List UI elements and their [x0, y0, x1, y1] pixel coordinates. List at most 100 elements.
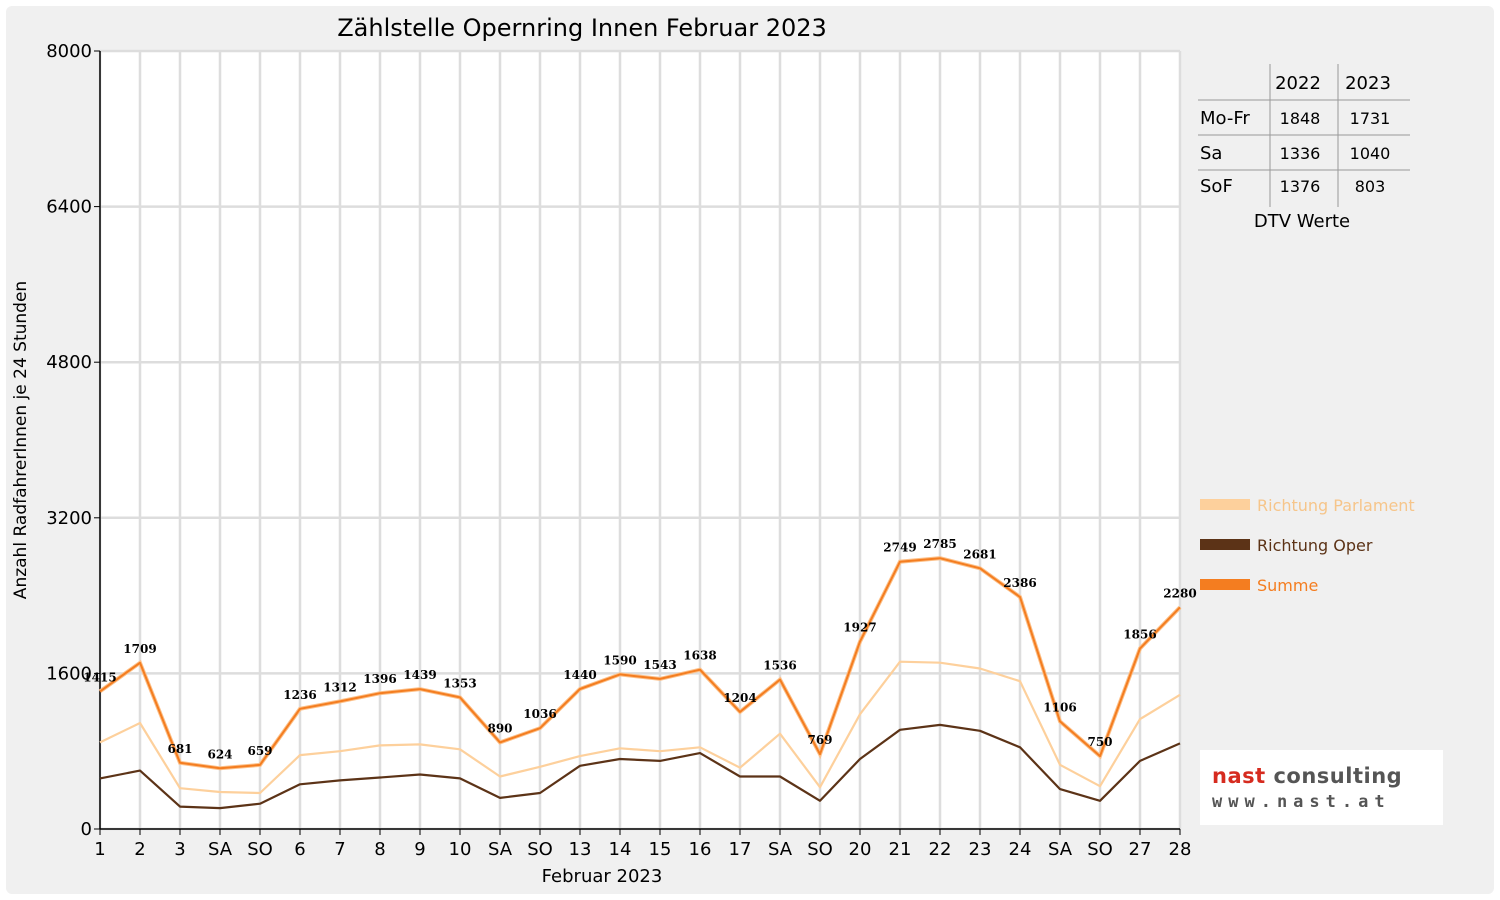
data-label: 1440 — [563, 668, 596, 682]
x-tick-label: 27 — [1129, 839, 1152, 860]
data-label: 1439 — [403, 668, 436, 682]
data-label: 750 — [1087, 735, 1112, 749]
series-line-richtung-parlament — [99, 660, 1181, 795]
data-label: 1709 — [123, 642, 156, 656]
data-label: 1415 — [83, 670, 116, 684]
data-label: 681 — [167, 742, 192, 756]
dtv-cell: 1376 — [1280, 177, 1321, 196]
data-label: 1927 — [843, 621, 876, 635]
x-tick-labels: 1 2 3 SA SO 6 7 8 9 10 SA SO 13 14 15 16 17 SA SO 20 21 22 23 2… — [94, 839, 1191, 860]
dtv-header-2023: 2023 — [1345, 73, 1391, 94]
y-tick-label: 0 — [81, 819, 92, 840]
legend-swatch — [1200, 539, 1250, 550]
legend-swatch — [1200, 579, 1250, 590]
data-label: 1204 — [723, 691, 756, 705]
logo-nast: nast — [1212, 764, 1266, 788]
x-tick-label: 28 — [1169, 839, 1192, 860]
dtv-cell: 1040 — [1350, 144, 1391, 163]
data-label: 769 — [807, 733, 832, 747]
legend: Richtung Parlament Richtung Oper Summe — [1200, 496, 1415, 595]
y-tick-label: 3200 — [46, 508, 92, 529]
logo-url: www.nast.at — [1212, 792, 1391, 812]
data-label: 2681 — [963, 547, 996, 561]
x-tick-label: SO — [807, 839, 833, 860]
grid-lines — [98, 49, 1182, 831]
x-tick-label: 9 — [414, 839, 425, 860]
x-axis-label: Februar 2023 — [542, 866, 663, 887]
data-label: 1036 — [523, 707, 556, 721]
x-tick-label: SA — [768, 839, 793, 860]
x-tick-label: 24 — [1009, 839, 1032, 860]
dtv-row-label: Mo-Fr — [1200, 108, 1250, 129]
dtv-cell: 1848 — [1280, 109, 1321, 128]
x-tick-label: 6 — [294, 839, 305, 860]
data-label: 1396 — [363, 672, 396, 686]
x-tick-label: 7 — [334, 839, 345, 860]
axes — [94, 50, 1181, 835]
series-lines — [98, 556, 1182, 810]
series-line-summe — [99, 557, 1181, 770]
x-tick-label: 20 — [849, 839, 872, 860]
dtv-caption: DTV Werte — [1254, 211, 1350, 232]
data-label: 1312 — [323, 680, 356, 694]
x-tick-label: SO — [527, 839, 553, 860]
x-tick-label: 10 — [449, 839, 472, 860]
data-label: 1353 — [443, 676, 476, 690]
x-tick-label: 21 — [889, 839, 912, 860]
x-tick-label: 17 — [729, 839, 752, 860]
data-label: 2280 — [1163, 586, 1196, 600]
x-tick-label: SA — [488, 839, 513, 860]
y-tick-labels: 0 1600 3200 4800 6400 8000 — [46, 41, 92, 840]
plot-area — [100, 51, 1180, 829]
dtv-cell: 1336 — [1280, 144, 1321, 163]
data-labels: 1415 1709 681 624 659 1236 1312 1396 1439 1353 890… — [83, 537, 1196, 761]
data-label: 659 — [247, 744, 272, 758]
x-tick-label: 2 — [134, 839, 145, 860]
data-label: 2386 — [1003, 576, 1036, 590]
x-tick-label: 15 — [649, 839, 672, 860]
chart-title: Zählstelle Opernring Innen Februar 2023 — [337, 14, 827, 42]
x-tick-label: 22 — [929, 839, 952, 860]
dtv-row-label: Sa — [1200, 143, 1222, 164]
x-tick-label: 16 — [689, 839, 712, 860]
y-axis-label: Anzahl RadfahrerInnen je 24 Stunden — [11, 281, 31, 599]
data-label: 1536 — [763, 659, 796, 673]
data-label: 1856 — [1123, 628, 1156, 642]
legend-entry: Richtung Parlament — [1257, 496, 1415, 515]
data-label: 1590 — [603, 653, 636, 667]
x-tick-label: SA — [1048, 839, 1073, 860]
logo-consulting: consulting — [1265, 764, 1403, 788]
data-label: 624 — [207, 747, 232, 761]
dtv-header-2022: 2022 — [1275, 73, 1321, 94]
y-tick-label: 1600 — [46, 663, 92, 684]
x-tick-label: SO — [1087, 839, 1113, 860]
data-label: 1236 — [283, 688, 316, 702]
logo-wordmark: nast consulting — [1212, 764, 1402, 788]
legend-entry: Richtung Oper — [1257, 536, 1373, 555]
data-label: 2785 — [923, 537, 956, 551]
y-tick-label: 6400 — [46, 197, 92, 218]
dtv-cell: 803 — [1355, 177, 1386, 196]
data-label: 1638 — [683, 649, 716, 663]
company-logo: nast consulting www.nast.at — [1200, 750, 1443, 825]
dtv-cell: 1731 — [1350, 109, 1391, 128]
legend-swatch — [1200, 499, 1250, 510]
legend-entry: Summe — [1257, 576, 1318, 595]
data-label: 2749 — [883, 541, 916, 555]
series-line-richtung-oper — [99, 723, 1181, 810]
dtv-table: 2022 2023 Mo-Fr 1848 1731 Sa 1336 1040 S… — [1198, 64, 1410, 232]
x-tick-label: SO — [247, 839, 273, 860]
x-tick-label: 8 — [374, 839, 385, 860]
x-tick-label: 1 — [94, 839, 105, 860]
dtv-row-label: SoF — [1200, 176, 1233, 197]
y-tick-label: 8000 — [46, 41, 92, 62]
x-tick-label: 3 — [174, 839, 185, 860]
data-label: 1106 — [1043, 700, 1076, 714]
y-tick-label: 4800 — [46, 352, 92, 373]
data-label: 1543 — [643, 658, 676, 672]
x-tick-label: 13 — [569, 839, 592, 860]
x-tick-label: 23 — [969, 839, 992, 860]
x-tick-label: 14 — [609, 839, 632, 860]
x-tick-label: SA — [208, 839, 233, 860]
